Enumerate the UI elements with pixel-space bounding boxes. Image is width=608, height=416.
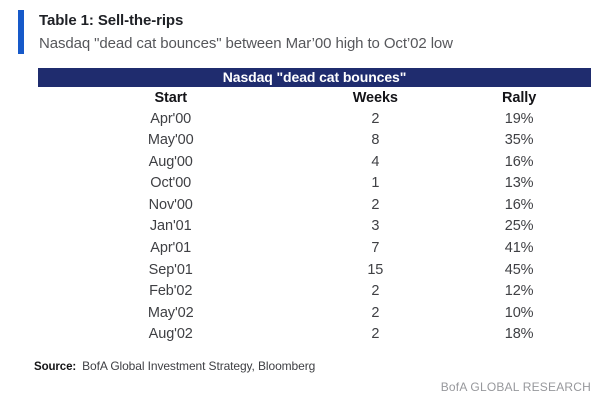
weeks-cell: 4 — [371, 153, 380, 170]
table-row: Oct'00 1 13% — [38, 173, 591, 195]
start-cell: May'02 — [147, 304, 194, 321]
column-header-start: Start — [154, 89, 187, 106]
start-cell: Aug'02 — [148, 326, 193, 343]
rally-cell: 19% — [504, 110, 534, 127]
rally-cell: 35% — [504, 132, 534, 149]
rally-cell: 12% — [504, 283, 534, 300]
table-row: Aug'02 2 18% — [38, 324, 591, 346]
weeks-cell: 8 — [371, 132, 380, 149]
table-header-row: Start Weeks Rally — [38, 87, 591, 109]
start-cell: Oct'00 — [150, 175, 192, 192]
rally-cell: 18% — [504, 326, 534, 343]
column-header-weeks: Weeks — [352, 89, 398, 106]
rally-cell: 16% — [504, 153, 534, 170]
start-cell: Apr'01 — [150, 240, 192, 257]
table-body: Apr'00 2 19% May'00 8 35% Aug'00 4 16% Oct'00 1 13%… — [38, 109, 591, 347]
rally-cell: 45% — [504, 261, 534, 278]
rally-cell: 13% — [504, 175, 534, 192]
figure-subtitle: Nasdaq "dead cat bounces" between Mar’00… — [39, 34, 453, 52]
weeks-cell: 7 — [371, 240, 380, 257]
weeks-cell: 2 — [371, 283, 380, 300]
start-cell: Sep'01 — [148, 261, 193, 278]
start-cell: May'00 — [147, 132, 194, 149]
data-table: Start Weeks Rally Apr'00 2 19% May'00 8 35% Au… — [38, 87, 591, 347]
table-row: Apr'00 2 19% — [38, 109, 591, 131]
table-row: Jan'01 3 25% — [38, 216, 591, 238]
brand-line: BofA GLOBAL RESEARCH — [440, 380, 591, 395]
weeks-cell: 2 — [371, 110, 380, 127]
start-cell: Aug'00 — [148, 153, 193, 170]
rally-cell: 41% — [504, 240, 534, 257]
source-line: Source: BofA Global Investment Strategy, … — [34, 359, 608, 373]
weeks-cell: 2 — [371, 196, 380, 213]
weeks-cell: 1 — [371, 175, 380, 192]
weeks-cell: 2 — [371, 304, 380, 321]
weeks-cell: 15 — [367, 261, 384, 278]
figure-header: Table 1: Sell-the-rips Nasdaq "dead cat … — [18, 10, 608, 54]
start-cell: Feb'02 — [149, 283, 193, 300]
weeks-cell: 3 — [371, 218, 380, 235]
column-header-rally: Rally — [502, 89, 537, 106]
table-row: May'02 2 10% — [38, 303, 591, 325]
data-table-container: Nasdaq "dead cat bounces" Start Weeks Ra… — [38, 67, 591, 347]
source-label: Source: — [34, 361, 77, 374]
table-row: Apr'01 7 41% — [38, 238, 591, 260]
title-block: Table 1: Sell-the-rips Nasdaq "dead cat … — [39, 10, 453, 54]
table-row: Feb'02 2 12% — [38, 281, 591, 303]
weeks-cell: 2 — [371, 326, 380, 343]
table-row: Aug'00 4 16% — [38, 152, 591, 174]
rally-cell: 16% — [504, 196, 534, 213]
start-cell: Nov'00 — [148, 196, 193, 213]
table-row: Nov'00 2 16% — [38, 195, 591, 217]
rally-cell: 10% — [504, 304, 534, 321]
figure-title: Table 1: Sell-the-rips — [39, 12, 184, 29]
start-cell: Apr'00 — [150, 110, 192, 127]
table-row: May'00 8 35% — [38, 130, 591, 152]
table-title-band: Nasdaq "dead cat bounces" — [38, 67, 591, 87]
start-cell: Jan'01 — [149, 218, 192, 235]
accent-bar — [18, 10, 24, 54]
source-text: BofA Global Investment Strategy, Bloombe… — [82, 359, 316, 374]
rally-cell: 25% — [504, 218, 534, 235]
table-row: Sep'01 15 45% — [38, 260, 591, 282]
